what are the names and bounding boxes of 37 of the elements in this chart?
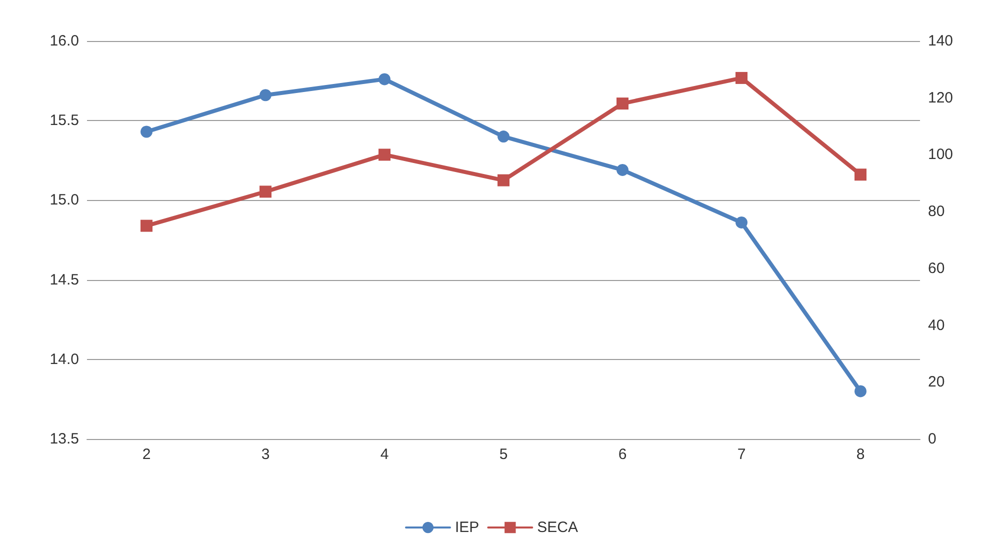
point — [616, 164, 628, 176]
y2-tick-label: 80 — [928, 203, 945, 220]
y2-tick-label: 40 — [928, 316, 945, 334]
y2-tick-label: 140 — [928, 32, 954, 50]
x-tick-label: 2 — [142, 446, 151, 463]
y-tick-label: 15.5 — [50, 112, 79, 130]
y-tick-label: 13.5 — [50, 430, 79, 448]
y2-tick-label: 60 — [928, 260, 945, 277]
legend-label: IEP — [454, 519, 480, 536]
x-tick-label: 3 — [261, 446, 270, 463]
point — [736, 216, 748, 228]
y-tick-label: 15.0 — [50, 192, 79, 209]
x-tick-label: 8 — [856, 446, 865, 463]
x-tick-label: 4 — [380, 446, 389, 463]
point — [378, 73, 390, 86]
point — [854, 385, 866, 398]
y-tick-label: 16.0 — [50, 32, 79, 50]
y2-tick-label: 0 — [928, 430, 936, 448]
x-tick-label: 7 — [737, 446, 746, 463]
point — [140, 220, 152, 232]
point — [260, 186, 272, 198]
y2-tick-label: 20 — [928, 374, 945, 391]
y2-tick-label: 100 — [928, 146, 954, 164]
y-tick-label: 14.5 — [50, 271, 79, 288]
y2-tick-label: 120 — [928, 89, 954, 106]
point — [498, 130, 510, 143]
point — [140, 126, 152, 138]
x-tick-label: 6 — [618, 446, 627, 463]
legend-label: SECA — [537, 519, 578, 536]
x-tick-label: 5 — [499, 446, 508, 463]
point — [616, 98, 628, 110]
y-tick-label: 14.0 — [50, 350, 79, 368]
point — [736, 72, 748, 84]
point — [260, 89, 272, 102]
point — [378, 148, 390, 161]
point — [854, 168, 866, 181]
point — [498, 174, 510, 186]
